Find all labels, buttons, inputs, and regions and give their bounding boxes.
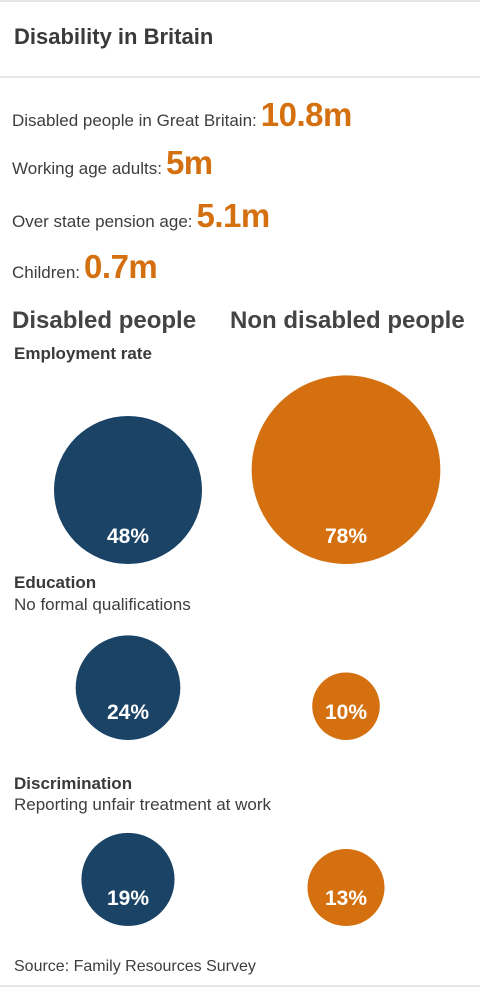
bubble-label-disabled-0: 48% — [107, 525, 149, 548]
section-subtitle-discrimination: Reporting unfair treatment at work — [14, 795, 272, 814]
top-rule — [0, 0, 480, 2]
bubble-label-non-disabled-0: 78% — [325, 525, 367, 548]
bubble-label-non-disabled-1: 10% — [325, 701, 367, 724]
title-bar: Disability in Britain — [0, 2, 480, 76]
stat-label: Over state pension age: — [12, 212, 193, 231]
stat-value: 5.1m — [196, 197, 271, 234]
page-title: Disability in Britain — [14, 24, 214, 49]
bubble-non-disabled-0 — [251, 375, 441, 564]
stat-label: Children: — [12, 263, 81, 282]
section-title-education: Education — [14, 573, 97, 592]
stat-value: 0.7m — [84, 248, 158, 285]
source-note: Source: Family Resources Survey — [14, 958, 256, 975]
title-divider — [0, 76, 480, 78]
section-title-employment: Employment rate — [14, 344, 152, 363]
bubble-disabled-2 — [81, 832, 175, 926]
stat-value: 10.8m — [260, 96, 353, 133]
stat-label: Disabled people in Great Britain: — [12, 111, 257, 130]
bubble-non-disabled-1 — [312, 672, 380, 740]
bubble-label-non-disabled-2: 13% — [325, 887, 367, 910]
stat-value: 5m — [165, 144, 213, 181]
bubble-label-disabled-2: 19% — [107, 887, 149, 910]
section-title-discrimination: Discrimination — [14, 774, 133, 793]
column-header-disabled: Disabled people — [12, 307, 197, 334]
bottom-rule — [0, 985, 480, 987]
stat-pension-age: Over state pension age: 5.1m — [12, 197, 270, 235]
bubble-non-disabled-2 — [307, 848, 385, 927]
section-subtitle-education: No formal qualifications — [14, 595, 191, 614]
stat-children: Children: 0.7m — [12, 248, 158, 286]
bubble-label-disabled-1: 24% — [107, 701, 149, 724]
column-header-non-disabled: Non disabled people — [230, 307, 465, 334]
stat-disabled-total: Disabled people in Great Britain: 10.8m — [12, 96, 352, 134]
bubble-disabled-1 — [75, 635, 181, 740]
stat-label: Working age adults: — [12, 159, 162, 178]
stat-working-age: Working age adults: 5m — [12, 144, 213, 182]
bubble-disabled-0 — [54, 416, 202, 564]
